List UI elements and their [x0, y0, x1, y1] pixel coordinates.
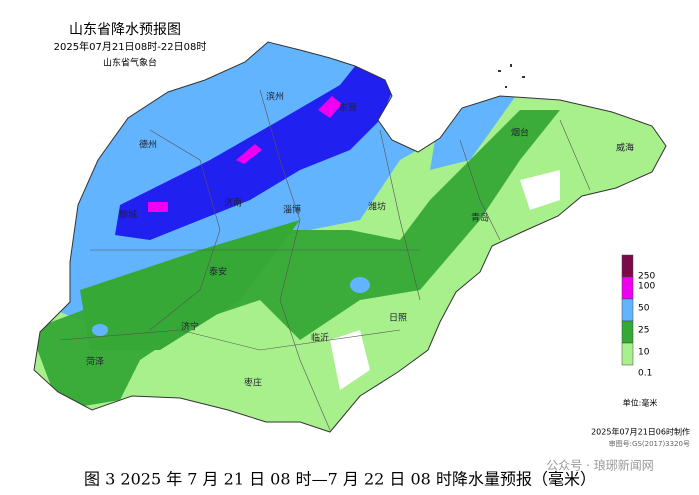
city-label: 菏泽 — [86, 357, 104, 368]
city-label: 东营 — [339, 102, 357, 114]
city-label: 临沂 — [311, 332, 329, 344]
city-label: 淄博 — [283, 204, 301, 216]
city-label: 泰安 — [209, 266, 227, 278]
city-label: 枣庄 — [244, 377, 262, 389]
legend-swatch — [621, 320, 634, 344]
legend-label: 50 — [638, 304, 650, 314]
legend-label: 0.1 — [638, 369, 652, 379]
city-label: 青岛 — [471, 212, 489, 224]
city-label: 德州 — [139, 139, 157, 151]
period: 2025年07月21日08时-22日08时 — [54, 40, 207, 53]
city-label: 滨州 — [266, 91, 284, 103]
legend-swatch — [621, 254, 634, 278]
city-label: 济宁 — [181, 321, 199, 333]
city-label: 日照 — [389, 313, 407, 324]
legend-label: 250 — [638, 272, 655, 282]
legend-label: 100 — [638, 282, 655, 292]
legend-swatch — [621, 342, 634, 366]
caption: 图 3 2025 年 7 月 21 日 08 时—7 月 22 日 08 时降水… — [84, 470, 596, 489]
city-label: 聊城 — [119, 209, 137, 221]
map-title: 山东省降水预报图 — [69, 22, 181, 38]
rain-areas — [34, 42, 666, 432]
city-label: 威海 — [616, 142, 634, 154]
issuer: 山东省气象台 — [103, 57, 157, 69]
islands — [498, 64, 525, 88]
watermark: 公众号 · 琅琊新闻网 — [546, 458, 653, 473]
province-outline — [33, 41, 667, 433]
review-number: 审图号:GS(2017)3320号 — [609, 439, 690, 448]
legend-unit: 单位:毫米 — [623, 398, 658, 408]
city-label: 潍坊 — [368, 201, 386, 213]
legend-label: 10 — [638, 348, 650, 358]
city-label: 济南 — [224, 197, 242, 209]
legend-label: 25 — [638, 326, 649, 336]
legend-swatch — [621, 276, 634, 300]
made-time: 2025年07月21日06时制作 — [591, 427, 690, 437]
legend-swatch — [621, 298, 634, 322]
city-label: 烟台 — [511, 127, 529, 139]
